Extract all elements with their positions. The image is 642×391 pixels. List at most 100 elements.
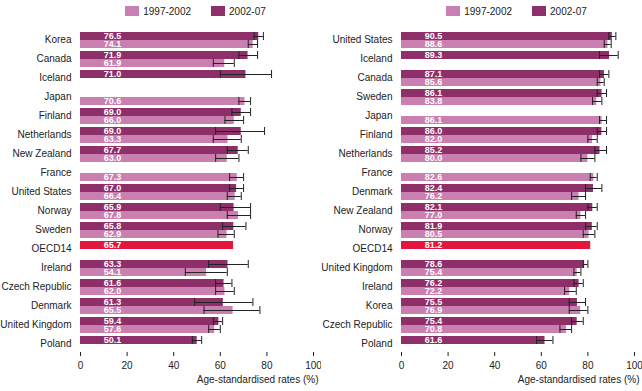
svg-text:United Kingdom: United Kingdom — [321, 262, 392, 273]
svg-text:Netherlands: Netherlands — [18, 129, 72, 140]
svg-text:France: France — [361, 167, 393, 178]
svg-text:86.1: 86.1 — [425, 115, 443, 125]
svg-text:France: France — [40, 167, 72, 178]
svg-text:Norway: Norway — [38, 205, 72, 216]
svg-text:Finland: Finland — [39, 110, 72, 121]
svg-text:75.5: 75.5 — [425, 297, 443, 307]
svg-text:20: 20 — [122, 360, 134, 371]
svg-text:New Zealand: New Zealand — [13, 148, 72, 159]
svg-text:65.9: 65.9 — [104, 202, 122, 212]
svg-text:Japan: Japan — [44, 91, 71, 102]
svg-text:85.6: 85.6 — [424, 77, 443, 88]
svg-text:67.8: 67.8 — [103, 210, 122, 221]
svg-text:61.9: 61.9 — [103, 58, 122, 69]
svg-text:0: 0 — [78, 360, 84, 371]
svg-text:76.2: 76.2 — [425, 278, 443, 288]
svg-text:Iceland: Iceland — [39, 72, 71, 83]
svg-text:62.0: 62.0 — [103, 286, 122, 297]
svg-text:57.6: 57.6 — [103, 324, 122, 335]
svg-text:78.6: 78.6 — [425, 259, 443, 269]
svg-text:Korea: Korea — [45, 34, 72, 45]
svg-text:71.9: 71.9 — [104, 50, 122, 60]
svg-text:81.9: 81.9 — [425, 221, 443, 231]
svg-text:Poland: Poland — [40, 338, 71, 349]
svg-text:67.3: 67.3 — [104, 172, 122, 182]
svg-text:80: 80 — [582, 360, 594, 371]
svg-text:76.5: 76.5 — [104, 31, 122, 41]
svg-text:Denmark: Denmark — [31, 300, 73, 311]
svg-text:82.4: 82.4 — [425, 183, 443, 193]
svg-text:40: 40 — [489, 360, 501, 371]
svg-text:100: 100 — [305, 360, 321, 371]
svg-text:70.6: 70.6 — [104, 96, 122, 106]
html-text:1997-2002: 1997-2002 — [464, 5, 513, 17]
svg-text:Canada: Canada — [357, 72, 392, 83]
svg-text:69.0: 69.0 — [104, 126, 122, 136]
svg-text:88.6: 88.6 — [424, 39, 443, 50]
svg-text:Age-standardised rates (%): Age-standardised rates (%) — [197, 374, 319, 385]
svg-text:Sweden: Sweden — [356, 91, 392, 102]
svg-text:20: 20 — [443, 360, 455, 371]
svg-text:54.1: 54.1 — [103, 267, 122, 278]
svg-text:Poland: Poland — [361, 338, 392, 349]
svg-text:65.8: 65.8 — [104, 221, 122, 231]
svg-text:Japan: Japan — [365, 110, 392, 121]
svg-text:75.4: 75.4 — [425, 316, 443, 326]
svg-text:United Kingdom: United Kingdom — [0, 319, 71, 330]
svg-text:United States: United States — [11, 186, 71, 197]
svg-text:50.1: 50.1 — [104, 335, 122, 345]
svg-text:100: 100 — [626, 360, 642, 371]
svg-text:59.4: 59.4 — [104, 316, 122, 326]
svg-text:80: 80 — [261, 360, 273, 371]
svg-text:OECD14: OECD14 — [31, 243, 71, 254]
html-text:2002-07: 2002-07 — [550, 5, 587, 17]
svg-text:67.7: 67.7 — [104, 145, 122, 155]
svg-text:62.9: 62.9 — [103, 229, 122, 240]
svg-text:82.1: 82.1 — [425, 202, 443, 212]
svg-text:Korea: Korea — [366, 300, 393, 311]
svg-text:Sweden: Sweden — [35, 224, 71, 235]
svg-text:61.6: 61.6 — [104, 278, 122, 288]
svg-text:63.3: 63.3 — [104, 259, 122, 269]
svg-text:63.3: 63.3 — [103, 134, 122, 145]
svg-text:Age-standardised rates (%): Age-standardised rates (%) — [518, 374, 640, 385]
svg-text:63.0: 63.0 — [103, 153, 122, 164]
svg-text:United States: United States — [332, 34, 392, 45]
svg-text:Netherlands: Netherlands — [339, 148, 393, 159]
svg-text:Norway: Norway — [359, 224, 393, 235]
html-text:1997-2002: 1997-2002 — [143, 5, 192, 17]
svg-text:65.5: 65.5 — [103, 305, 122, 316]
svg-text:60: 60 — [215, 360, 227, 371]
svg-text:85.2: 85.2 — [425, 145, 443, 155]
svg-text:0: 0 — [399, 360, 405, 371]
html-text:2002-07: 2002-07 — [229, 5, 266, 17]
svg-text:66.0: 66.0 — [103, 115, 122, 126]
svg-text:86.0: 86.0 — [425, 126, 443, 136]
svg-text:Czech Republic: Czech Republic — [322, 319, 392, 330]
svg-text:74.1: 74.1 — [103, 39, 122, 50]
svg-text:Denmark: Denmark — [352, 186, 394, 197]
svg-text:Canada: Canada — [36, 53, 71, 64]
svg-text:Iceland: Iceland — [360, 53, 392, 64]
svg-text:87.1: 87.1 — [425, 69, 443, 79]
svg-text:40: 40 — [168, 360, 180, 371]
svg-text:71.0: 71.0 — [104, 69, 122, 79]
svg-text:Czech Republic: Czech Republic — [1, 281, 71, 292]
svg-text:Ireland: Ireland — [362, 281, 393, 292]
svg-text:60: 60 — [536, 360, 548, 371]
svg-text:New Zealand: New Zealand — [334, 205, 393, 216]
svg-text:81.2: 81.2 — [425, 240, 443, 250]
svg-text:65.7: 65.7 — [104, 240, 122, 250]
svg-text:61.6: 61.6 — [425, 335, 443, 345]
svg-text:61.3: 61.3 — [104, 297, 122, 307]
svg-text:66.4: 66.4 — [103, 191, 122, 202]
svg-text:82.6: 82.6 — [425, 172, 443, 182]
svg-text:86.1: 86.1 — [425, 88, 443, 98]
svg-text:Finland: Finland — [360, 129, 393, 140]
svg-text:69.0: 69.0 — [104, 107, 122, 117]
svg-text:Ireland: Ireland — [41, 262, 72, 273]
svg-text:67.0: 67.0 — [104, 183, 122, 193]
svg-text:89.3: 89.3 — [425, 50, 443, 60]
svg-text:90.5: 90.5 — [425, 31, 443, 41]
svg-text:OECD14: OECD14 — [352, 243, 392, 254]
